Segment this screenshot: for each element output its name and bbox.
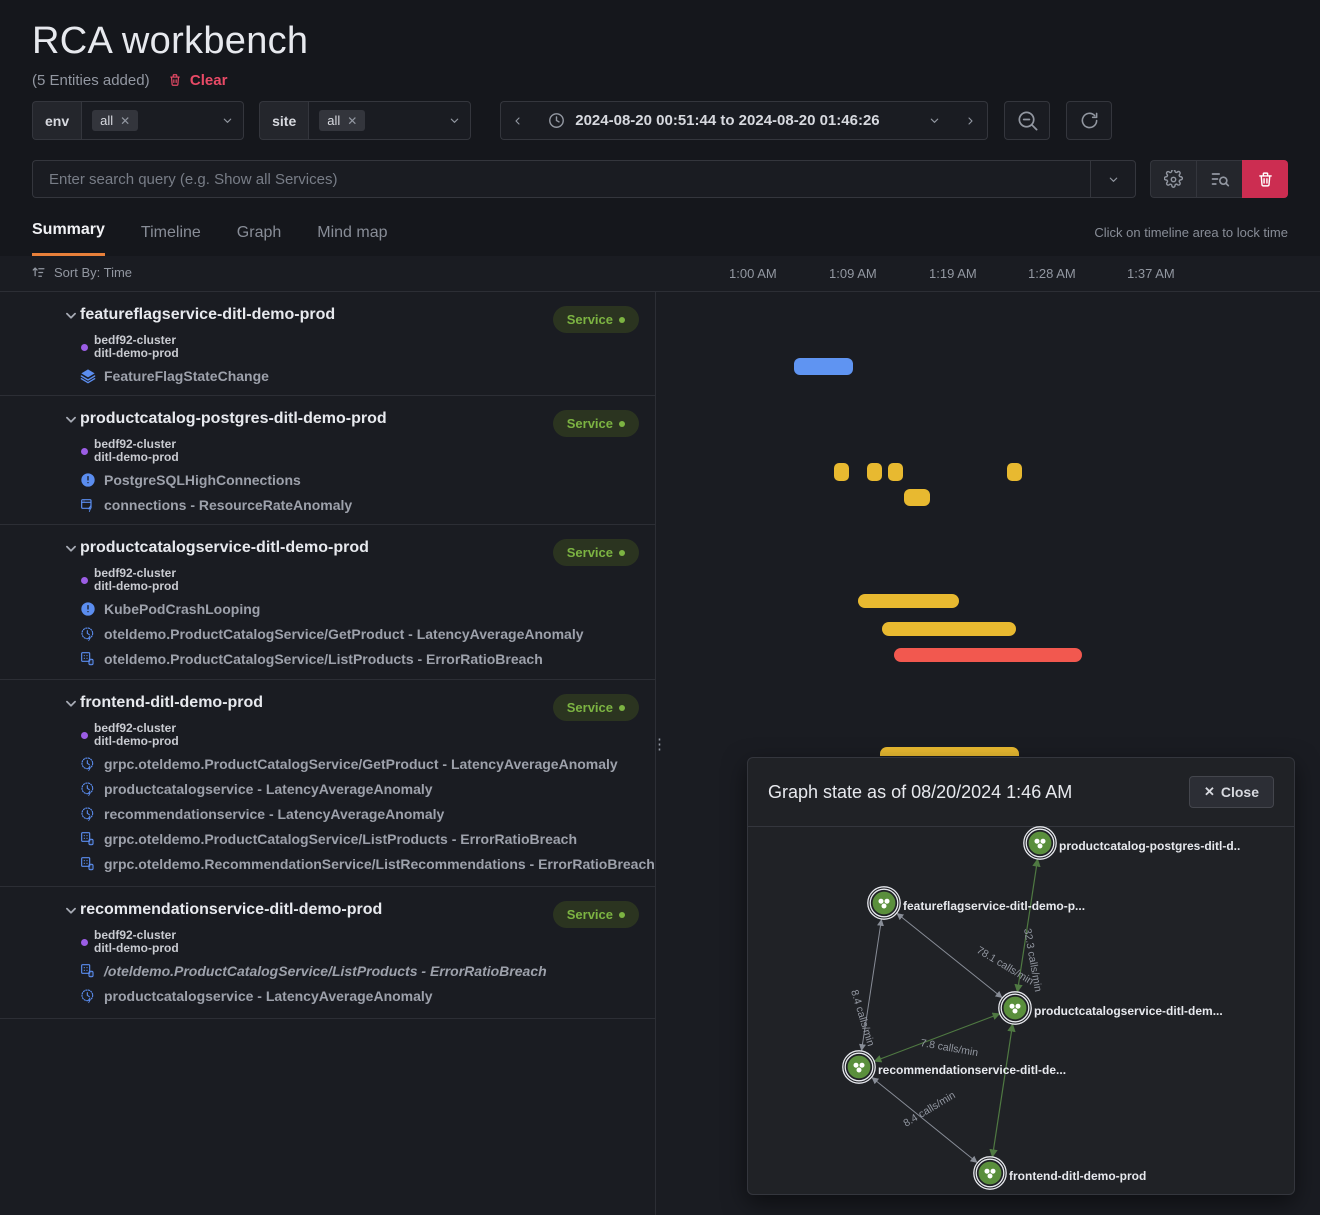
svg-text:7.8 calls/min: 7.8 calls/min — [919, 1037, 979, 1059]
svg-text:8.4 calls/min: 8.4 calls/min — [848, 988, 877, 1047]
